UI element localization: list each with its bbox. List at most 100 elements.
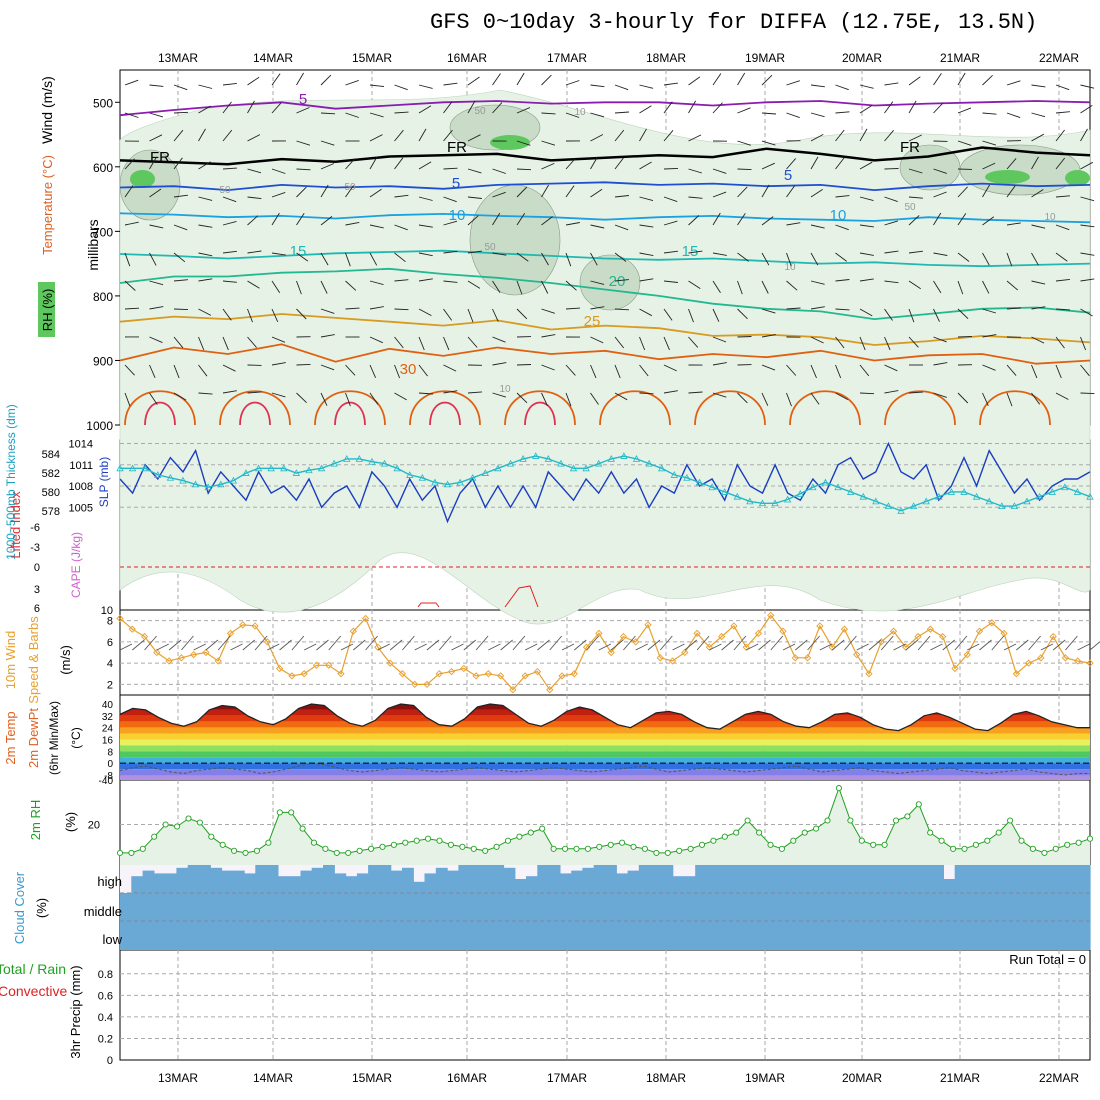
wind-barb bbox=[124, 112, 139, 118]
wind-barb bbox=[639, 252, 654, 257]
wind-barb bbox=[1031, 280, 1046, 285]
thickness-marker bbox=[695, 478, 704, 486]
cloud-axis-label: Cloud Cover bbox=[12, 871, 27, 944]
wind-barb bbox=[418, 364, 428, 377]
panel-frame bbox=[119, 609, 1091, 696]
wind-speed-marker bbox=[386, 659, 394, 667]
wind-barb bbox=[369, 134, 383, 142]
top-date-label: 13MAR bbox=[158, 51, 198, 65]
wind-barb bbox=[810, 364, 817, 379]
cloud-bar bbox=[232, 870, 245, 893]
wind-barb bbox=[418, 84, 433, 89]
rh-marker bbox=[162, 821, 169, 828]
cloud-bar bbox=[796, 865, 809, 893]
wind-barb bbox=[884, 280, 899, 284]
thickness-marker bbox=[166, 473, 175, 481]
wind-barb bbox=[835, 279, 850, 282]
wind-barb bbox=[516, 308, 528, 320]
rh-marker bbox=[927, 829, 934, 836]
wind-barb-10m bbox=[1016, 639, 1029, 651]
rh-marker bbox=[1064, 841, 1071, 848]
wind-barb bbox=[982, 216, 995, 226]
rh-shade-high bbox=[1065, 170, 1090, 186]
wind-barb bbox=[149, 224, 164, 229]
wind-barb-10m bbox=[893, 643, 906, 651]
thickness-marker bbox=[406, 471, 414, 478]
wind-barb-10m bbox=[1077, 643, 1090, 651]
wind-barb-10m bbox=[954, 635, 968, 651]
wind-barb-10m bbox=[230, 643, 243, 651]
cloud-bar bbox=[943, 921, 956, 950]
wind-barb bbox=[565, 280, 577, 291]
wind-barb bbox=[590, 112, 605, 118]
cloud-bar bbox=[244, 921, 256, 950]
wind-barb bbox=[369, 306, 384, 310]
cloud-bar bbox=[458, 893, 471, 921]
wind-barb bbox=[1080, 308, 1093, 317]
wind-barb bbox=[761, 334, 776, 338]
wind-barb bbox=[614, 157, 624, 170]
wind-barb bbox=[1080, 252, 1095, 256]
cloud-bar bbox=[638, 921, 651, 950]
rh-marker bbox=[881, 841, 888, 848]
wind-barb bbox=[394, 157, 404, 170]
wind-barb bbox=[492, 252, 507, 256]
rh-marker bbox=[425, 835, 432, 842]
thickness-marker bbox=[1010, 502, 1019, 510]
thickness-marker bbox=[355, 455, 364, 462]
temp-line bbox=[119, 703, 1090, 732]
thickness-marker bbox=[431, 478, 439, 486]
thickness-marker bbox=[305, 466, 313, 474]
wind-barb bbox=[418, 252, 433, 257]
wind-barb bbox=[369, 252, 378, 266]
cloud-bar bbox=[368, 893, 380, 921]
contour-label: 30 bbox=[400, 361, 417, 378]
cloud-bar bbox=[695, 921, 708, 950]
wind-speed-marker bbox=[951, 664, 959, 673]
wind-barb bbox=[1055, 157, 1066, 170]
cloud-bar bbox=[1044, 893, 1057, 921]
wind-speed-marker bbox=[963, 650, 971, 659]
wind-barb bbox=[884, 364, 898, 372]
wind-barb bbox=[467, 280, 481, 289]
wind-speed-marker bbox=[619, 632, 628, 641]
cloud-bar bbox=[334, 873, 347, 893]
wind-barb bbox=[835, 195, 850, 198]
cloud-bar bbox=[120, 921, 132, 950]
wind-speed-marker bbox=[300, 670, 308, 678]
rh-marker bbox=[345, 849, 352, 856]
wind-barb bbox=[565, 307, 581, 310]
wind-barb bbox=[639, 308, 653, 317]
rh-marker bbox=[630, 843, 637, 850]
rh-marker bbox=[1007, 817, 1014, 824]
wind-barb bbox=[590, 392, 599, 405]
wind-barb bbox=[835, 84, 849, 91]
wind-barb bbox=[1006, 185, 1016, 198]
cloud-bar bbox=[492, 921, 505, 950]
wind-axis-label: Wind (m/s) bbox=[39, 76, 55, 144]
cloud-bar bbox=[1011, 893, 1023, 921]
wind-speed-marker bbox=[116, 614, 124, 623]
thickness-marker bbox=[796, 489, 804, 497]
wind-barb bbox=[467, 391, 483, 394]
wind-barb bbox=[957, 140, 972, 146]
wind-speed-marker bbox=[165, 657, 173, 665]
rh-marker bbox=[310, 839, 318, 846]
thickness-marker bbox=[1073, 488, 1082, 495]
wind-barb bbox=[222, 82, 237, 86]
wind-barb-10m bbox=[279, 639, 292, 651]
wind-barb bbox=[737, 213, 746, 226]
temp-axis-label: 2m Temp bbox=[3, 711, 18, 764]
wind-speed-marker bbox=[914, 632, 922, 641]
isotherm-loop bbox=[884, 390, 956, 426]
wind-barb bbox=[1031, 306, 1046, 310]
wind-barb-10m bbox=[377, 643, 391, 651]
cloud-bar bbox=[255, 865, 268, 893]
wind-speed-line bbox=[119, 614, 1091, 691]
wind-barb bbox=[688, 336, 699, 348]
wind-barb bbox=[663, 308, 673, 321]
wind-barb bbox=[835, 111, 850, 114]
cloud-bar bbox=[232, 921, 245, 950]
wind-barb-10m bbox=[537, 639, 550, 651]
wind-barb bbox=[565, 112, 580, 118]
